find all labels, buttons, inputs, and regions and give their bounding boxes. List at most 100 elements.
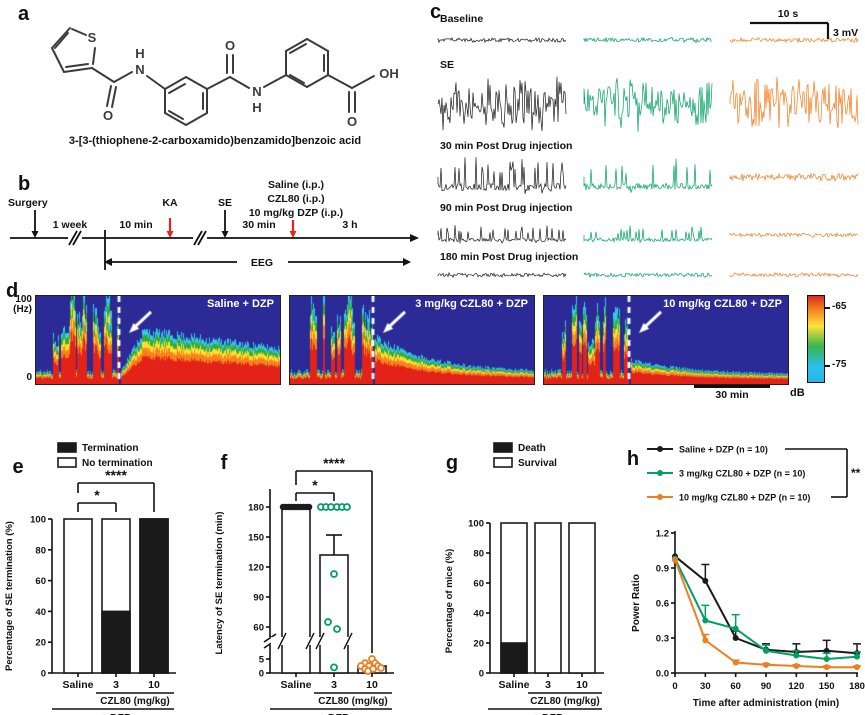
svg-text:Saline: Saline [499,679,530,691]
atom-s: S [88,30,97,45]
surgery-label: Surgery [8,197,48,209]
svg-text:3: 3 [545,679,551,691]
compound-name: 3-[3-(thiophene-2-carboxamido)benzamido]… [68,135,362,147]
panel-c: c Baseline SE 30 min Post Drug injection 90… [430,0,865,285]
legend-significance: ** [785,448,861,498]
axes: 0.0 0.3 0.6 0.9 1.2 0 30 60 90 120 150 180 [656,528,865,692]
svg-text:**: ** [851,466,861,480]
drug-label-saline: Saline (i.p.) [268,179,324,191]
svg-text:Latency of SE termination (min: Latency of SE termination (min) [214,511,225,654]
bar-termination [101,610,131,674]
atom-o: O [103,108,113,123]
svg-text:Termination: Termination [82,443,138,454]
atom-o: O [347,114,357,129]
eeg-traces: Baseline SE 30 min Post Drug injection 90 m… [437,8,859,279]
series-black [672,553,861,657]
svg-text:0.3: 0.3 [656,634,669,645]
time-scalebar-label: 30 min [715,389,749,401]
legend: Saline + DZP (n = 10) 3 mg/kg CZL80 + DZP… [647,445,810,503]
y-axis-label: Latency of SE termination (min) [214,511,225,654]
svg-text:h: h [627,448,639,470]
series-green [672,555,861,662]
chart-latency: f 60 90 120 150 180 0 5 Latency of SE terminatio… [214,452,394,715]
x-axis-footer: Saline 3 10 CZL80 (mg/kg) + DZP [52,673,174,715]
svg-text:10: 10 [148,679,160,691]
svg-text:150: 150 [819,681,835,692]
svg-text:Saline + DZP (n = 10): Saline + DZP (n = 10) [679,445,768,455]
atom-h: H [252,100,261,115]
svg-text:10: 10 [576,679,588,691]
y-axis-label: Percentage of mice (%) [444,549,455,654]
bar-outline [63,518,93,674]
colorbar-label-75: -75 [832,359,847,370]
svg-text:60: 60 [473,579,484,590]
svg-text:1.2: 1.2 [656,528,669,539]
svg-text:Baseline: Baseline [440,13,483,25]
panel-letter: f [221,452,228,474]
svg-text:Time after administration (min: Time after administration (min) [693,698,840,709]
chart-power-ratio: h 0.0 0.3 0.6 0.9 1.2 0 30 60 90 120 150 180 Time aft… [627,445,865,710]
panel-letter: h [627,448,639,470]
panel-d-label: d [6,280,19,302]
svg-text:CZL80 (mg/kg): CZL80 (mg/kg) [530,696,599,707]
eeg-trace [583,78,713,132]
spectrogram-canvas-saline [35,295,281,385]
freq-unit-label: (Hz) [13,304,32,315]
svg-text:0: 0 [41,669,46,680]
spectrogram-czl10: 10 mg/kg CZL80 + DZP [543,295,789,385]
eeg-trace [729,232,859,238]
experiment-timeline: Saline (i.p.) CZL80 (i.p.) 10 mg/kg DZP … [8,179,419,270]
svg-text:****: **** [105,467,127,483]
svg-text:Percentage of mice (%): Percentage of mice (%) [444,549,455,654]
bars [500,522,596,674]
svg-text:20: 20 [473,639,484,650]
y-axis-label: Percentage of SE termination (%) [4,521,15,671]
spectrogram-title-saline: Saline + DZP [207,298,274,310]
svg-text:0.0: 0.0 [656,669,669,680]
svg-text:90: 90 [253,593,264,604]
eeg-trace [729,172,859,182]
trace-row-label: Baseline [440,13,483,25]
svg-text:180 min Post Drug injection: 180 min Post Drug injection [440,251,578,263]
eeg-trace [437,157,567,194]
svg-text:120: 120 [248,563,264,574]
svg-text:Survival: Survival [518,458,557,469]
legend: Death Survival [493,442,557,469]
svg-text:+ DZP: + DZP [533,712,563,715]
svg-text:3 mV: 3 mV [833,27,858,39]
svg-text:60: 60 [730,681,741,692]
drug-label-czl80: CZL80 (i.p.) [267,193,324,205]
drug-arrowhead [289,231,297,238]
eeg-trace [583,272,713,279]
eeg-trace [729,36,859,44]
svg-text:Death: Death [518,443,546,454]
x-axis-footer: Saline 3 10 CZL80 (mg/kg) + DZP [488,673,602,715]
svg-text:*: * [312,477,318,493]
svg-text:60: 60 [35,576,46,587]
week-label: 1 week [53,219,88,231]
ka-arrowhead [166,231,174,238]
spectrogram-row: 100 (Hz) 0 Saline + DZP 3 mg/kg CZL80 + … [2,295,865,385]
bar-outline [568,522,596,674]
freq-max-label: 100 [15,294,32,305]
left-column: a S O N [0,0,430,285]
min30-label: 30 min [242,219,275,231]
svg-text:CZL80 (mg/kg): CZL80 (mg/kg) [100,696,169,707]
spectrogram-title-czl10: 10 mg/kg CZL80 + DZP [663,298,782,310]
freq-min-label: 0 [26,372,32,383]
drug-label-dzp: 10 mg/kg DZP (i.p.) [249,207,343,219]
svg-text:CZL80 (mg/kg): CZL80 (mg/kg) [318,696,387,707]
svg-text:0.6: 0.6 [656,599,669,610]
svg-text:3: 3 [113,679,119,691]
data-points [279,503,385,675]
eeg-trace [729,76,859,129]
svg-text:10 mg/kg CZL80 + DZP (n = 10): 10 mg/kg CZL80 + DZP (n = 10) [679,493,810,503]
svg-text:180: 180 [849,681,865,692]
svg-text:80: 80 [35,545,46,556]
svg-text:0.9: 0.9 [656,564,669,575]
trace-row-label: 90 min Post Drug injection [440,202,572,214]
eeg-trace [583,225,713,243]
time-scalebar: 30 min [694,385,770,401]
svg-text:10 s: 10 s [778,8,799,20]
